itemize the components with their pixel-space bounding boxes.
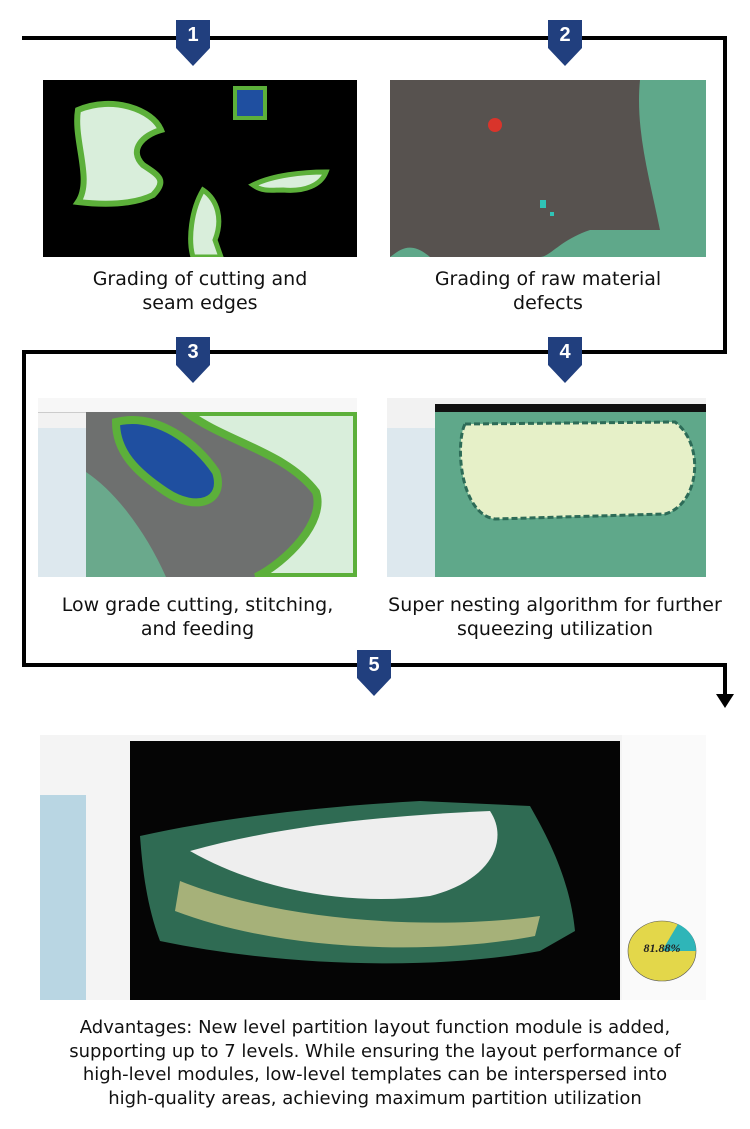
connector-line	[723, 36, 727, 354]
connector-line	[723, 663, 727, 698]
utilization-value: 81.88%	[643, 941, 681, 955]
step-badge-1: 1	[176, 20, 210, 66]
utilization-pie	[627, 920, 697, 982]
step-number: 3	[187, 341, 199, 363]
software-low-grade-screenshot	[38, 398, 357, 577]
connector-line	[22, 350, 727, 354]
step-number: 4	[559, 341, 571, 363]
step-badge-2: 2	[548, 20, 582, 66]
software-partition-layout-screenshot: 81.88%	[40, 735, 706, 1000]
step-number: 2	[559, 24, 571, 46]
connector-line	[22, 36, 727, 40]
software-nesting-screenshot	[387, 398, 706, 577]
step-number: 1	[187, 24, 199, 46]
cutting-edges-image	[43, 80, 357, 257]
step-badge-4: 4	[548, 337, 582, 383]
connector-line	[22, 350, 26, 667]
step-number: 5	[368, 654, 380, 676]
step-1-caption: Grading of cutting and seam edges	[92, 268, 308, 314]
step-4-caption: Super nesting algorithm for further squee…	[388, 594, 722, 640]
step-2-caption: Grading of raw material defects	[434, 268, 662, 314]
advantages-text: Advantages: New level partition layout f…	[69, 1017, 681, 1109]
step-3-caption: Low grade cutting, stitching, and feeding	[61, 594, 334, 640]
step-badge-3: 3	[176, 337, 210, 383]
material-defects-image	[390, 80, 706, 257]
arrow-down-icon	[716, 694, 734, 708]
step-badge-5: 5	[357, 650, 391, 696]
